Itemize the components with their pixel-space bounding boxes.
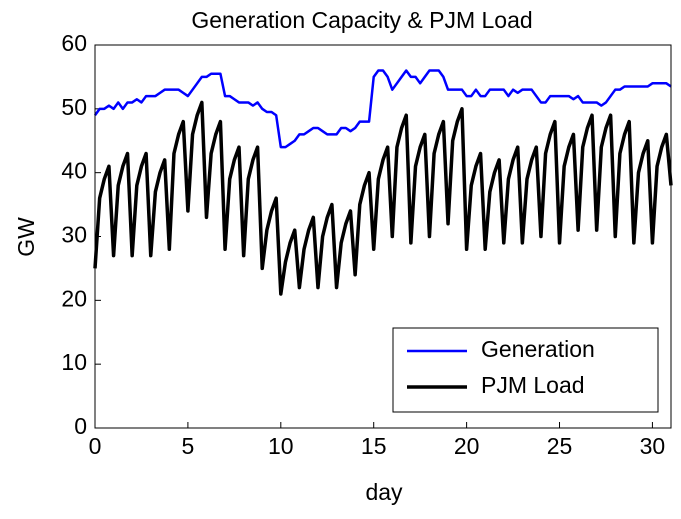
plot-frame: [94, 44, 672, 429]
series-line: [93, 69, 672, 149]
series-line: [93, 100, 673, 296]
x-tick-label: 5: [182, 433, 195, 459]
legend-label: PJM Load: [481, 372, 585, 398]
y-tick-label: 30: [61, 222, 87, 248]
x-tick-label: 30: [640, 433, 666, 459]
y-tick-label: 20: [61, 285, 87, 311]
legend-label: Generation: [481, 336, 595, 362]
y-tick-label: 40: [61, 158, 87, 184]
legend-box: [392, 327, 659, 413]
x-axis-label: day: [365, 479, 403, 505]
x-tick-label: 10: [268, 433, 294, 459]
x-tick-label: 25: [547, 433, 573, 459]
y-tick-label: 50: [61, 94, 87, 120]
y-axis-label: GW: [13, 217, 39, 257]
x-tick-label: 20: [454, 433, 480, 459]
x-tick-label: 15: [361, 433, 387, 459]
chart-title: Generation Capacity & PJM Load: [191, 7, 532, 33]
y-tick-label: 60: [61, 30, 87, 56]
x-tick-label: 0: [89, 433, 102, 459]
y-tick-label: 0: [74, 413, 87, 439]
y-tick-label: 10: [61, 349, 87, 375]
